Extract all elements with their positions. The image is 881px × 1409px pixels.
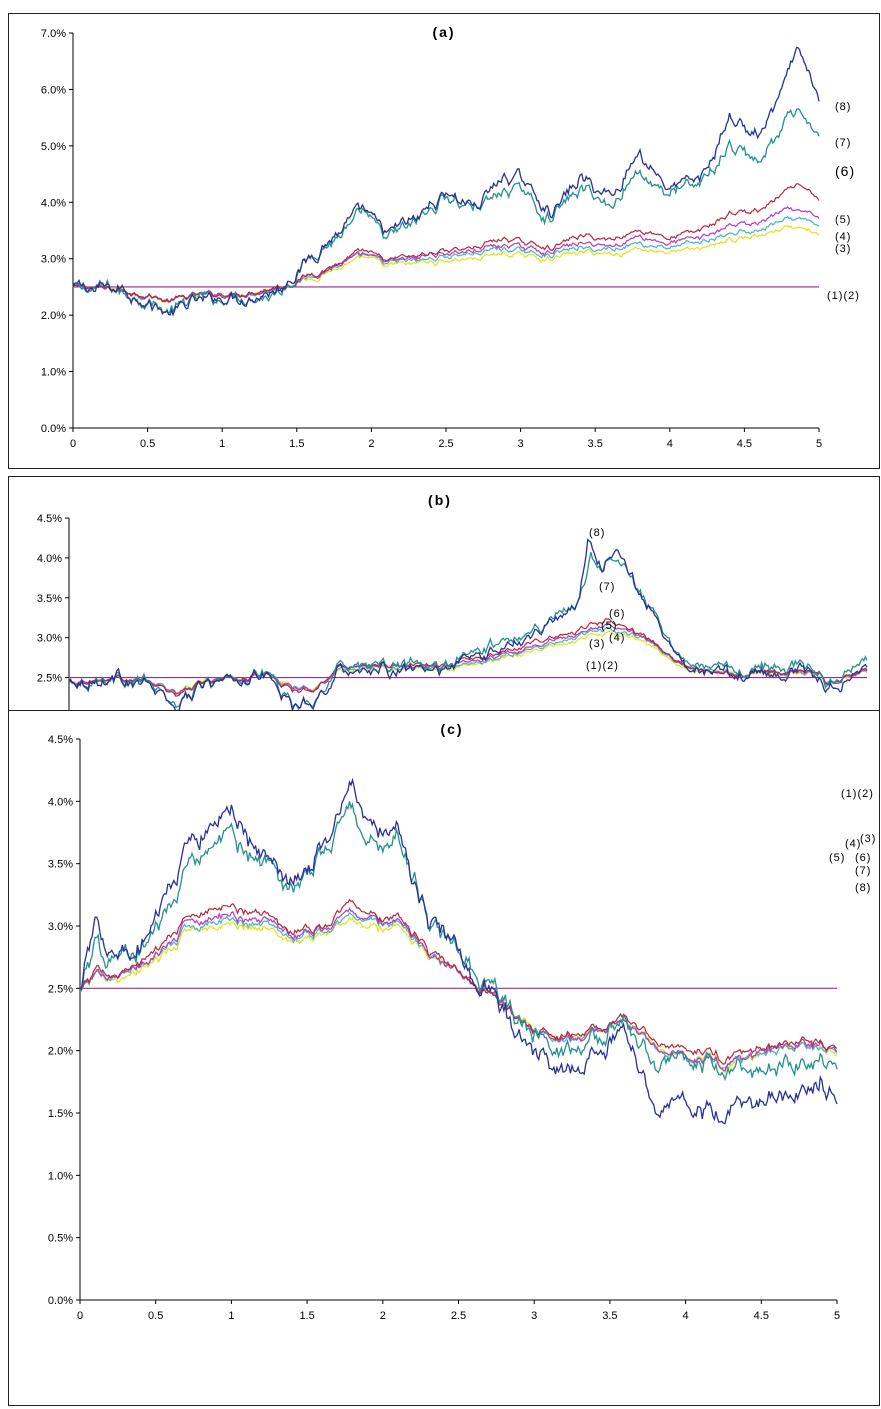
x-tick-label: 5 xyxy=(834,1310,840,1322)
x-tick-label: 4 xyxy=(683,1310,689,1322)
chart-panel-c: (c) 0.0% 0.5% 1.0% 1.5% 2.0% 2.5% 3.0% 3.5% 4.0% 4… xyxy=(8,710,880,1406)
series-annotation: (5) xyxy=(835,214,851,226)
y-tick-label: 4.0% xyxy=(41,197,66,209)
y-tick-label: 4.0% xyxy=(48,796,73,808)
series-line-6 xyxy=(68,618,868,697)
y-tick-label: 3.0% xyxy=(48,921,73,933)
series-annotation: (1)(2) xyxy=(841,788,874,800)
x-tick-label: 3 xyxy=(531,1310,537,1322)
series-annotation: (4) xyxy=(835,231,851,243)
chart-title: (c) xyxy=(440,721,463,737)
series-annotation: (4) xyxy=(845,838,861,850)
y-tick-label: 2.0% xyxy=(48,1046,73,1058)
x-tick-label: 0 xyxy=(70,438,76,450)
series-line-7 xyxy=(68,552,868,711)
y-tick-label: 2.5% xyxy=(37,673,62,685)
y-tick-label: 4.5% xyxy=(48,734,73,746)
chart-title: (b) xyxy=(428,492,452,508)
x-tick-label: 2.5 xyxy=(438,438,453,450)
series-annotation: (7) xyxy=(599,581,615,593)
series-line-8 xyxy=(68,538,868,713)
series-line-7 xyxy=(72,107,820,315)
y-tick-label: 3.0% xyxy=(37,633,62,645)
y-tick-label: 2.5% xyxy=(48,983,73,995)
series-annotation: (8) xyxy=(835,101,851,113)
x-tick-label: 1 xyxy=(228,1310,234,1322)
series-annotation: (4) xyxy=(609,632,625,644)
y-tick-label: 1.0% xyxy=(41,367,66,379)
x-tick-label: 1 xyxy=(219,438,225,450)
chart-panel-a: (a) 0.0% 1.0% 2.0% 3.0% 4.0% 5.0% 6.0% 7.0% 0 0.5 1… xyxy=(8,13,880,469)
series-line-7 xyxy=(79,801,838,1082)
series-annotation: (7) xyxy=(835,137,851,149)
y-tick-label: 2.0% xyxy=(41,310,66,322)
x-tick-label: 1.5 xyxy=(289,438,304,450)
chart-title: (a) xyxy=(432,24,455,40)
series-line-5 xyxy=(79,907,838,1072)
series-annotation: (3) xyxy=(860,833,876,845)
series-line-8 xyxy=(72,46,820,317)
y-tick-label: 6.0% xyxy=(41,84,66,96)
y-tick-label: 1.0% xyxy=(48,1170,73,1182)
x-tick-label: 2 xyxy=(380,1310,386,1322)
x-tick-label: 3.5 xyxy=(602,1310,617,1322)
series-line-8 xyxy=(79,777,838,1125)
series-annotation: (7) xyxy=(855,865,871,877)
y-tick-label: 0.0% xyxy=(41,423,66,435)
y-tick-label: 4.0% xyxy=(37,553,62,565)
y-tick-label: 7.0% xyxy=(41,28,66,40)
series-annotation: (3) xyxy=(589,638,605,650)
x-tick-label: 2 xyxy=(368,438,374,450)
y-tick-label: 1.5% xyxy=(48,1108,73,1120)
series-line-6 xyxy=(72,183,820,303)
y-tick-label: 3.5% xyxy=(48,859,73,871)
series-annotation: (6) xyxy=(855,852,871,864)
x-tick-label: 4 xyxy=(667,438,673,450)
series-annotation: (6) xyxy=(609,608,625,620)
series-line-4 xyxy=(72,216,820,304)
series-annotation: (1)(2) xyxy=(827,290,860,302)
x-tick-label: 1.5 xyxy=(299,1310,314,1322)
chart-a-plot: (a) 0.0% 1.0% 2.0% 3.0% 4.0% 5.0% 6.0% 7.0% 0 0.5 1… xyxy=(41,24,860,450)
series-annotation: (3) xyxy=(835,243,851,255)
y-tick-label: 0.0% xyxy=(48,1295,73,1307)
x-tick-label: 2.5 xyxy=(451,1310,466,1322)
series-line-3 xyxy=(72,224,820,304)
series-annotation: (8) xyxy=(589,527,605,539)
chart-a-svg: (a) 0.0% 1.0% 2.0% 3.0% 4.0% 5.0% 6.0% 7.0% 0 0.5 1… xyxy=(41,24,860,450)
chart-c-svg: (c) 0.0% 0.5% 1.0% 1.5% 2.0% 2.5% 3.0% 3.5% 4.0% 4… xyxy=(48,721,876,1322)
y-tick-label: 3.0% xyxy=(41,254,66,266)
x-tick-label: 3.5 xyxy=(588,438,603,450)
x-tick-label: 0.5 xyxy=(140,438,155,450)
series-annotation: (1)(2) xyxy=(586,660,619,672)
y-tick-label: 5.0% xyxy=(41,141,66,153)
y-tick-label: 3.5% xyxy=(37,593,62,605)
chart-c-plot: (c) 0.0% 0.5% 1.0% 1.5% 2.0% 2.5% 3.0% 3.5% 4.0% 4… xyxy=(48,721,876,1322)
x-tick-label: 3 xyxy=(518,438,524,450)
series-annotation: (8) xyxy=(855,882,871,894)
series-line-3 xyxy=(79,916,838,1074)
x-tick-label: 4.5 xyxy=(737,438,752,450)
series-annotation: (5) xyxy=(601,620,617,632)
x-tick-label: 0 xyxy=(77,1310,83,1322)
series-line-4 xyxy=(79,911,838,1070)
y-tick-label: 0.5% xyxy=(48,1233,73,1245)
x-tick-label: 0.5 xyxy=(148,1310,163,1322)
series-line-4 xyxy=(68,626,868,696)
series-annotation: (6) xyxy=(835,163,855,179)
y-tick-label: 4.5% xyxy=(37,513,62,525)
x-tick-label: 4.5 xyxy=(754,1310,769,1322)
series-line-6 xyxy=(79,898,838,1066)
x-tick-label: 5 xyxy=(816,438,822,450)
series-annotation: (5) xyxy=(829,852,845,864)
